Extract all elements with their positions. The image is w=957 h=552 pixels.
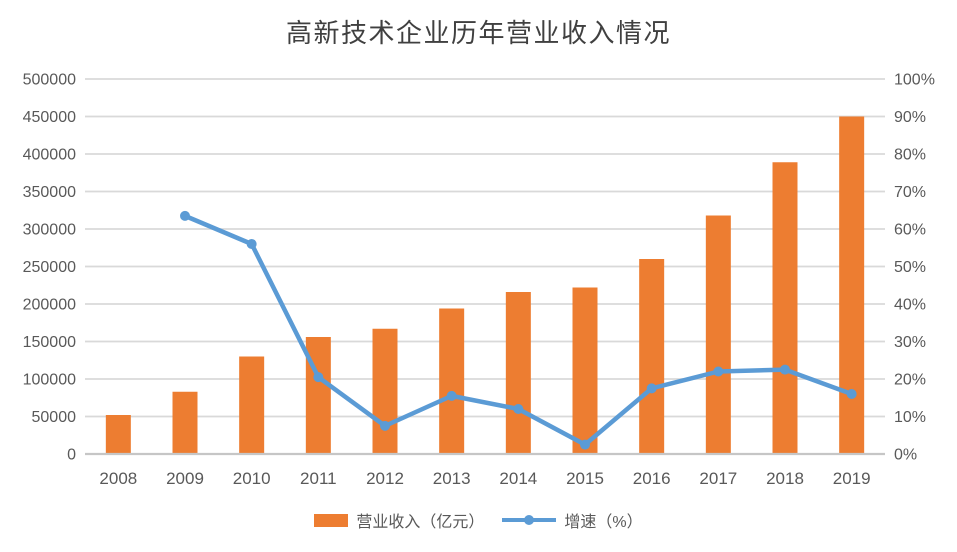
svg-text:250000: 250000 [23,259,76,276]
legend-item-growth: 增速（%） [502,508,643,532]
svg-text:20%: 20% [894,372,926,389]
svg-text:80%: 80% [894,147,926,164]
svg-text:350000: 350000 [23,184,76,201]
svg-text:400000: 400000 [23,147,76,164]
svg-text:2019: 2019 [833,469,871,488]
svg-text:200000: 200000 [23,297,76,314]
svg-text:2016: 2016 [633,469,671,488]
svg-text:150000: 150000 [23,334,76,351]
svg-text:30%: 30% [894,334,926,351]
legend-item-revenue: 营业收入（亿元） [314,508,484,532]
legend-label-revenue: 营业收入（亿元） [356,514,485,531]
svg-text:100%: 100% [894,72,935,89]
legend-label-growth: 增速（%） [564,514,643,531]
svg-text:40%: 40% [894,297,926,314]
svg-text:2012: 2012 [366,469,404,488]
line-swatch-dot [524,515,535,525]
svg-text:10%: 10% [894,409,926,426]
svg-text:50000: 50000 [32,409,77,426]
svg-text:0: 0 [67,447,76,464]
svg-text:2013: 2013 [433,469,471,488]
svg-text:60%: 60% [894,222,926,239]
svg-text:70%: 70% [894,184,926,201]
svg-text:2017: 2017 [699,469,737,488]
svg-text:450000: 450000 [23,109,76,126]
svg-text:2014: 2014 [499,469,537,488]
line-series-swatch-icon [502,514,557,526]
svg-text:300000: 300000 [23,222,76,239]
chart-title: 高新技术企业历年营业收入情况 [285,19,671,49]
svg-text:50%: 50% [894,259,926,276]
svg-text:500000: 500000 [23,72,76,89]
svg-text:2010: 2010 [233,469,271,488]
legend: 营业收入（亿元） 增速（%） [0,508,957,532]
svg-text:100000: 100000 [23,372,76,389]
svg-text:2008: 2008 [99,469,137,488]
bar-series-swatch-icon [314,513,349,527]
svg-text:2011: 2011 [300,469,337,488]
svg-text:0%: 0% [894,447,917,464]
svg-text:2015: 2015 [566,469,604,488]
svg-text:2009: 2009 [166,469,204,488]
svg-text:90%: 90% [894,109,926,126]
svg-text:2018: 2018 [766,469,804,488]
